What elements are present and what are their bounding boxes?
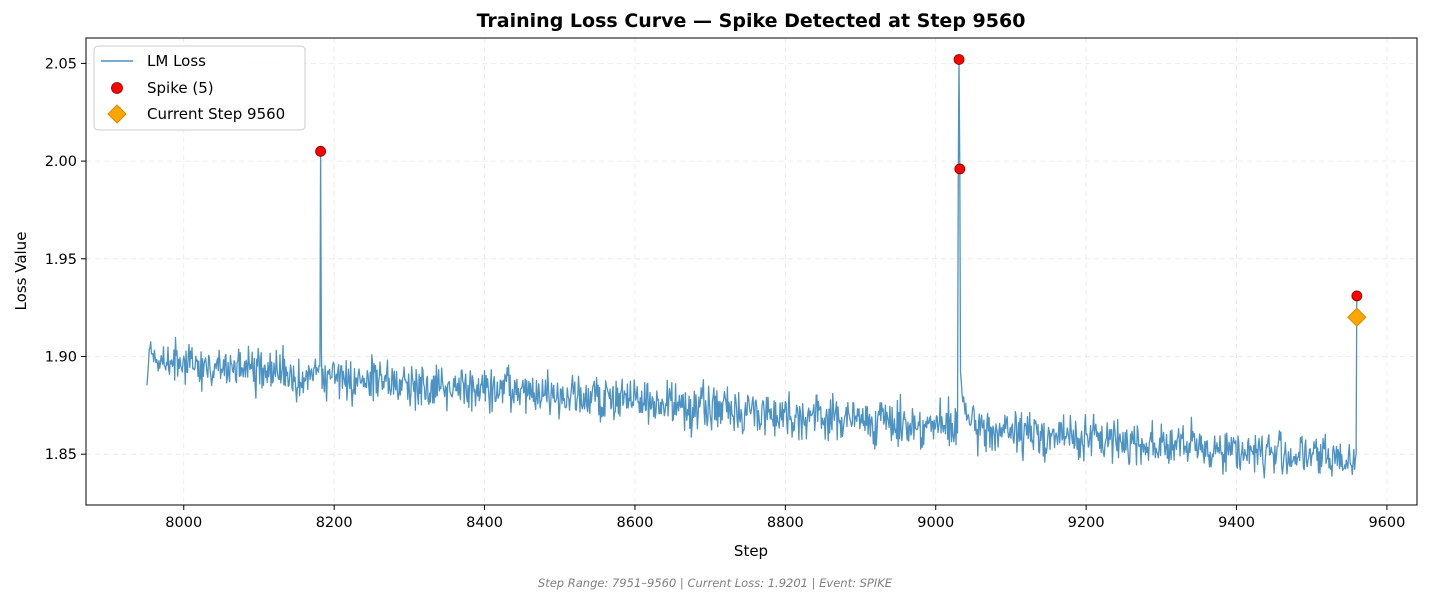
y-tick-label: 1.95 xyxy=(45,252,77,268)
x-tick-label: 9600 xyxy=(1368,515,1405,531)
x-tick-label: 8600 xyxy=(616,515,653,531)
x-tick-label: 8800 xyxy=(767,515,804,531)
y-tick-label: 2.00 xyxy=(45,154,77,170)
y-tick-label: 1.85 xyxy=(45,447,77,463)
spike-point xyxy=(953,54,965,65)
spike-point xyxy=(315,145,327,157)
plot-series xyxy=(146,54,1367,479)
y-tick-label: 2.05 xyxy=(45,56,77,72)
legend-label-current-step: Current Step 9560 xyxy=(147,105,285,123)
legend-box xyxy=(93,45,306,131)
legend-spike-swatch xyxy=(111,82,123,94)
loss-line xyxy=(146,58,1358,479)
y-tick-label: 1.90 xyxy=(45,349,77,365)
legend-label-spike: Spike (5) xyxy=(147,79,214,97)
legend-label-lm-loss: LM Loss xyxy=(147,52,206,70)
x-tick-label: 8000 xyxy=(165,515,202,531)
x-tick-label: 9400 xyxy=(1218,515,1255,531)
x-tick-label: 8400 xyxy=(466,515,503,531)
chart-title: Training Loss Curve — Spike Detected at … xyxy=(477,10,1026,32)
x-axis: 8000 8200 8400 8600 8800 9000 9200 9400 9600 xyxy=(165,505,1405,531)
y-axis: 1.85 1.90 1.95 2.00 2.05 xyxy=(45,56,86,463)
x-axis-label: Step xyxy=(734,542,768,560)
x-tick-label: 8200 xyxy=(316,515,353,531)
legend-current-swatch xyxy=(107,104,127,124)
spike-point xyxy=(954,163,966,175)
plot-frame xyxy=(85,37,1418,506)
x-tick-label: 9200 xyxy=(1068,515,1105,531)
current-step-marker xyxy=(1347,307,1367,327)
x-tick-label: 9000 xyxy=(917,515,954,531)
footer-summary: Step Range: 7951–9560 | Current Loss: 1.… xyxy=(538,576,893,590)
spike-point xyxy=(1351,290,1363,302)
y-axis-label: Loss Value xyxy=(12,232,30,311)
legend: LM Loss Spike (5) Current Step 9560 xyxy=(93,45,306,131)
